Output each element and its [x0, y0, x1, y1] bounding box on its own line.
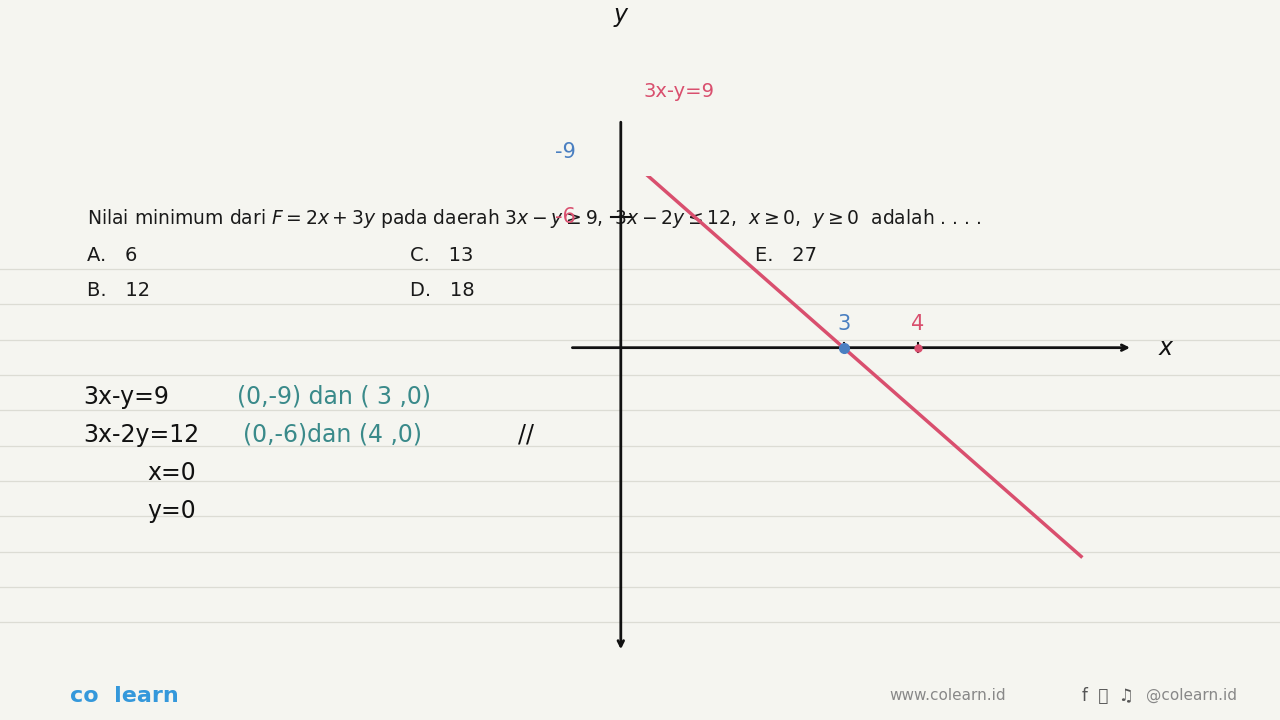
Text: C.   13: C. 13: [410, 246, 474, 265]
Text: www.colearn.id: www.colearn.id: [890, 688, 1006, 703]
Text: 3: 3: [837, 314, 850, 334]
Text: y: y: [614, 3, 627, 27]
Text: 3x-2y=12: 3x-2y=12: [83, 423, 200, 446]
Text: co  learn: co learn: [70, 685, 179, 706]
Text: y=0: y=0: [147, 499, 196, 523]
Text: Nilai minimum dari $F = 2x + 3y$ pada daerah $3x - y \geq 9$,  $3x - 2y \leq 12$: Nilai minimum dari $F = 2x + 3y$ pada da…: [87, 207, 982, 230]
Text: (0,-6)dan (4 ,0): (0,-6)dan (4 ,0): [243, 423, 422, 446]
Text: E.   27: E. 27: [755, 246, 817, 265]
Text: D.   18: D. 18: [410, 281, 474, 300]
Text: 4: 4: [911, 314, 924, 334]
Text: 3x-y=9: 3x-y=9: [83, 384, 169, 408]
Text: f  ⓘ  ♫: f ⓘ ♫: [1082, 687, 1133, 705]
Text: (0,-9) dan ( 3 ,0): (0,-9) dan ( 3 ,0): [237, 384, 431, 408]
Text: @colearn.id: @colearn.id: [1146, 688, 1236, 703]
Text: A.   6: A. 6: [87, 246, 137, 265]
Text: //: //: [518, 423, 535, 446]
Text: B.   12: B. 12: [87, 281, 150, 300]
Text: x: x: [1158, 336, 1172, 360]
Text: -6: -6: [556, 207, 576, 228]
Text: x=0: x=0: [147, 461, 196, 485]
Text: 3x-y=9: 3x-y=9: [643, 81, 714, 101]
Text: -9: -9: [556, 142, 576, 162]
